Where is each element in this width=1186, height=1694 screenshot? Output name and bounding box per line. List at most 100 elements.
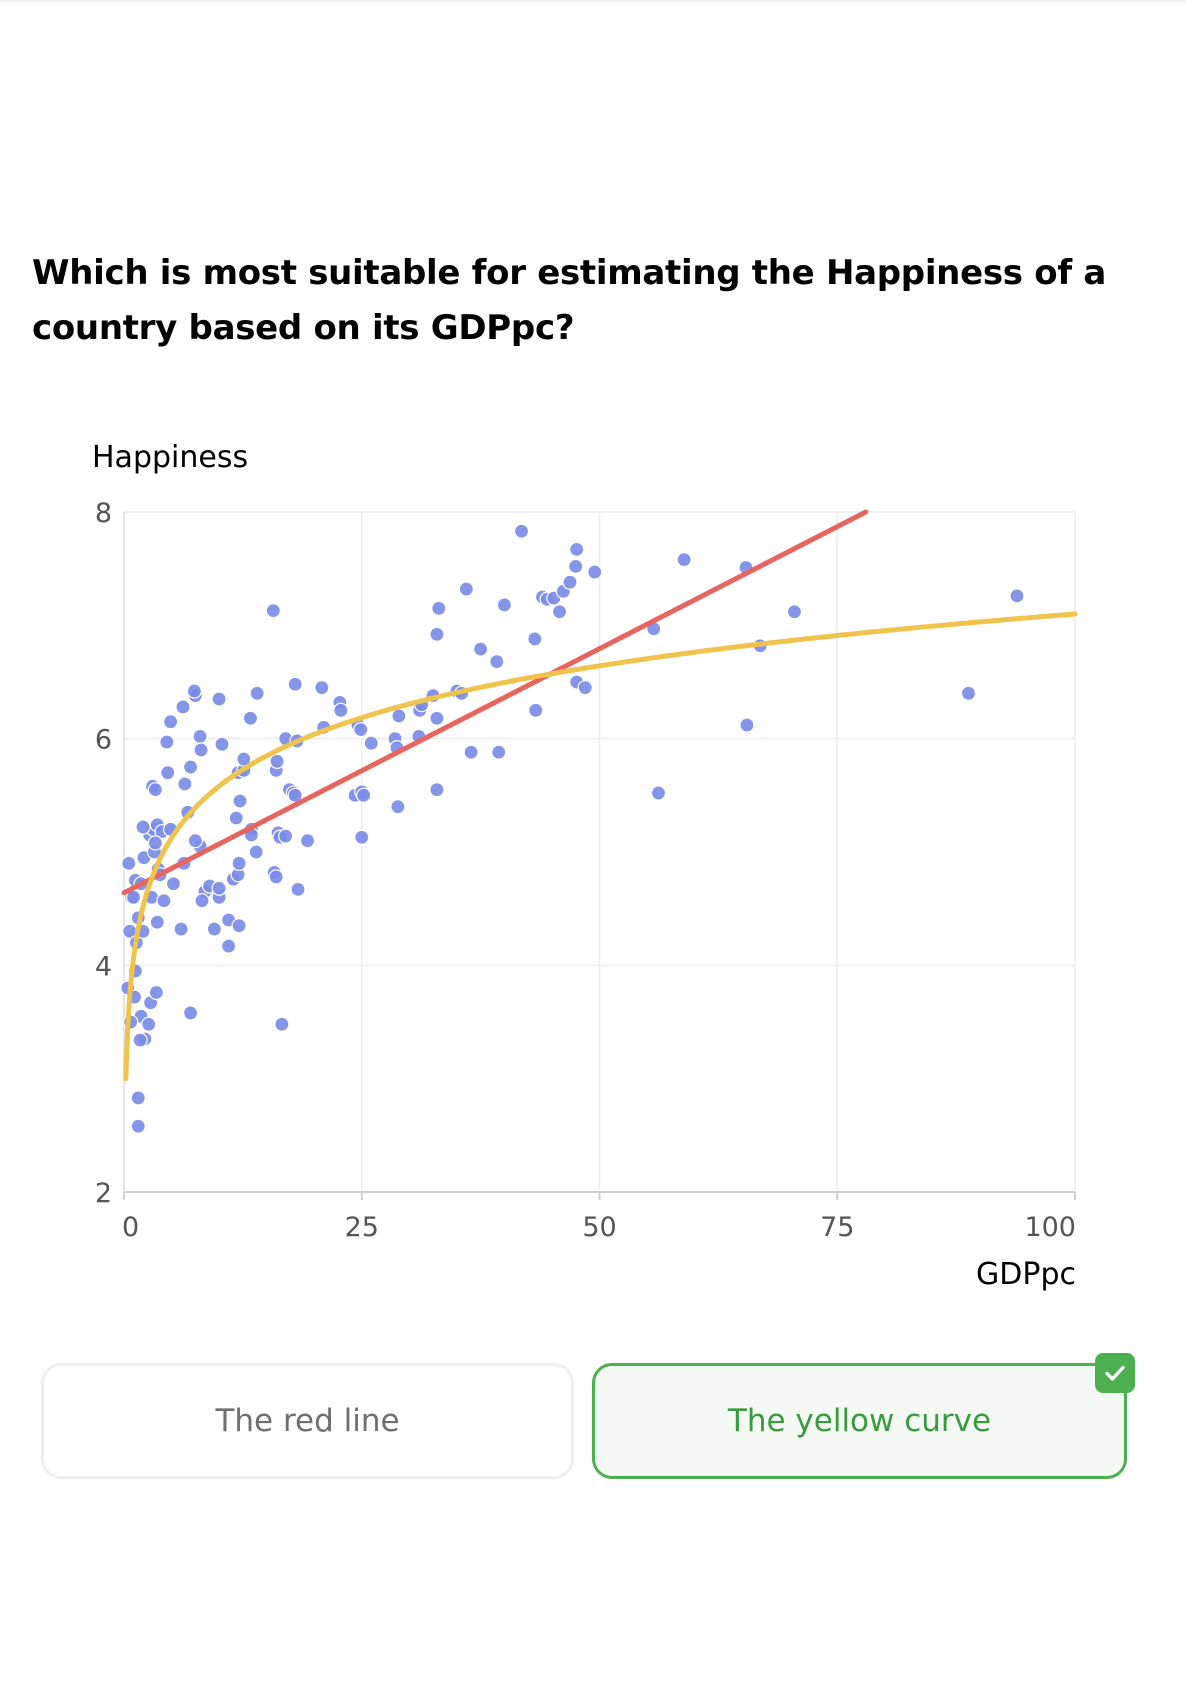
fit-lines bbox=[121, 509, 1078, 1082]
data-points bbox=[120, 523, 1025, 1134]
data-point bbox=[211, 880, 227, 896]
data-point bbox=[429, 710, 445, 726]
data-point bbox=[248, 844, 264, 860]
data-point bbox=[568, 558, 584, 575]
data-point bbox=[363, 735, 379, 751]
x-tick-label: 50 bbox=[582, 1212, 616, 1243]
data-point bbox=[431, 600, 447, 616]
data-point bbox=[562, 574, 578, 590]
data-point bbox=[206, 921, 222, 937]
data-point bbox=[429, 782, 445, 798]
data-point bbox=[314, 680, 330, 696]
data-point bbox=[676, 551, 692, 568]
data-point bbox=[587, 564, 603, 580]
data-point bbox=[165, 876, 182, 892]
data-point bbox=[160, 765, 176, 781]
data-point bbox=[473, 641, 489, 657]
data-point bbox=[356, 787, 372, 803]
data-point bbox=[739, 717, 755, 733]
data-point bbox=[221, 938, 237, 954]
data-point bbox=[527, 631, 543, 647]
data-point bbox=[130, 1090, 146, 1106]
x-tick-label: 25 bbox=[345, 1212, 379, 1243]
data-point bbox=[265, 602, 281, 619]
data-point bbox=[182, 1005, 199, 1021]
data-point bbox=[249, 685, 265, 701]
data-point bbox=[299, 833, 316, 849]
data-point bbox=[489, 653, 505, 670]
data-point bbox=[391, 708, 407, 724]
data-point bbox=[960, 685, 977, 701]
data-point bbox=[186, 683, 202, 699]
data-point bbox=[551, 604, 568, 620]
check-icon bbox=[1095, 1353, 1135, 1393]
x-axis-title: GDPpc bbox=[976, 1257, 1076, 1292]
data-point bbox=[274, 1016, 290, 1032]
data-point bbox=[278, 828, 294, 844]
data-point bbox=[528, 702, 544, 718]
data-point bbox=[458, 581, 474, 597]
y-tick-label: 4 bbox=[95, 951, 112, 982]
y-tick-label: 6 bbox=[95, 725, 112, 756]
data-point bbox=[287, 676, 303, 692]
data-point bbox=[182, 759, 199, 775]
x-tick-label: 75 bbox=[820, 1212, 854, 1243]
data-point bbox=[214, 736, 230, 752]
data-point bbox=[231, 855, 247, 871]
data-point bbox=[231, 918, 247, 934]
data-point bbox=[132, 1032, 148, 1048]
data-point bbox=[156, 893, 172, 909]
data-point bbox=[390, 799, 406, 815]
data-point bbox=[569, 541, 585, 558]
data-point bbox=[162, 714, 179, 730]
data-point bbox=[193, 742, 209, 758]
y-tick-label: 2 bbox=[95, 1178, 112, 1209]
data-point bbox=[290, 881, 306, 898]
data-point bbox=[194, 893, 210, 909]
data-point bbox=[135, 819, 151, 835]
scatter-chart: 0 25 50 75 100 2 4 6 8 bbox=[95, 498, 1078, 1243]
x-tick-label: 0 bbox=[122, 1212, 139, 1243]
data-point bbox=[513, 523, 530, 539]
data-point bbox=[354, 829, 370, 845]
data-point bbox=[242, 710, 259, 726]
axis-ticks: 0 25 50 75 100 2 4 6 8 bbox=[95, 498, 1076, 1243]
data-point bbox=[130, 1118, 146, 1134]
question-text: Which is most suitable for estimating th… bbox=[32, 253, 1106, 348]
data-point bbox=[496, 597, 512, 613]
data-point bbox=[333, 702, 349, 718]
data-point bbox=[173, 921, 189, 937]
data-point bbox=[463, 744, 479, 760]
data-point bbox=[577, 680, 593, 696]
data-point bbox=[147, 782, 163, 798]
data-point bbox=[175, 699, 191, 715]
data-point bbox=[650, 785, 667, 801]
y-tick-label: 8 bbox=[95, 498, 112, 529]
data-point bbox=[148, 984, 164, 1001]
data-point bbox=[232, 793, 248, 809]
data-point bbox=[192, 728, 208, 745]
data-point bbox=[141, 1016, 157, 1032]
data-point bbox=[159, 734, 175, 750]
data-point bbox=[147, 835, 163, 851]
data-point bbox=[187, 833, 203, 849]
option-yellow-curve[interactable]: The yellow curve bbox=[592, 1363, 1127, 1479]
y-axis-title: Happiness bbox=[92, 440, 249, 475]
data-point bbox=[353, 721, 369, 738]
data-point bbox=[269, 753, 285, 769]
data-point bbox=[268, 869, 284, 885]
data-point bbox=[1009, 588, 1025, 604]
red-fit-line bbox=[121, 509, 869, 896]
data-point bbox=[211, 691, 227, 707]
data-point bbox=[177, 776, 193, 792]
option-red-line[interactable]: The red line bbox=[41, 1363, 574, 1479]
option-yellow-curve-label: The yellow curve bbox=[727, 1403, 992, 1439]
x-tick-label: 100 bbox=[1024, 1212, 1076, 1243]
data-point bbox=[491, 744, 507, 760]
top-divider bbox=[0, 0, 1186, 2]
yellow-fit-curve bbox=[123, 611, 1078, 1082]
data-point bbox=[429, 626, 445, 643]
data-point bbox=[228, 810, 244, 826]
data-point bbox=[121, 855, 137, 871]
data-point bbox=[786, 604, 803, 620]
